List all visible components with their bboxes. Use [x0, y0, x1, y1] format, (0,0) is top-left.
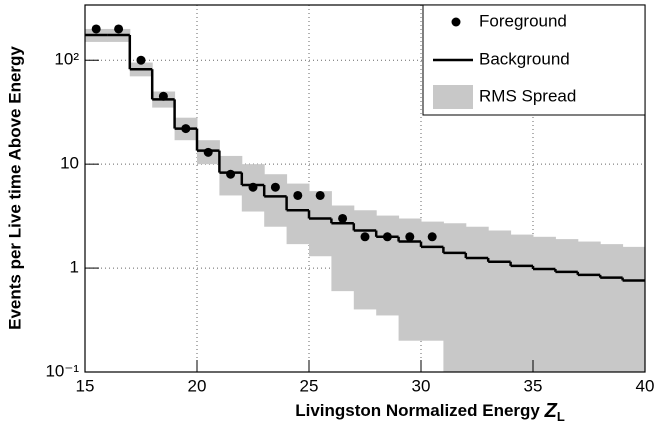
foreground-point [158, 91, 168, 101]
legend-label: Foreground [479, 11, 567, 30]
rms-band [286, 183, 310, 245]
x-tick-label: 40 [636, 376, 655, 395]
rms-band [600, 244, 624, 372]
foreground-point [315, 190, 325, 200]
rms-band [622, 246, 645, 372]
foreground-point [382, 232, 392, 242]
x-tick-label: 20 [188, 376, 207, 395]
foreground-point [405, 232, 415, 242]
foreground-point [203, 147, 213, 157]
x-tick-label: 30 [412, 376, 431, 395]
x-axis-label: Livingston Normalized Energy ZL [295, 400, 565, 424]
legend-label: Background [479, 49, 570, 68]
rms-band [555, 239, 579, 372]
rms-band [398, 218, 422, 341]
foreground-point [91, 24, 101, 34]
rms-band [264, 174, 288, 227]
rms-band [353, 210, 377, 310]
rms-band [465, 226, 489, 372]
foreground-point [136, 55, 146, 65]
rms-band [376, 215, 400, 316]
rms-band [309, 191, 332, 257]
foreground-point [226, 169, 236, 179]
rms-band [443, 223, 467, 372]
foreground-point [293, 190, 303, 200]
x-tick-label: 25 [300, 376, 319, 395]
x-tick-label: 15 [76, 376, 95, 395]
foreground-point [248, 182, 258, 192]
rms-band [331, 205, 355, 292]
y-tick-label: 10 [60, 154, 79, 173]
rms-band [488, 230, 512, 372]
foreground-point [270, 182, 280, 192]
rms-band [577, 241, 601, 372]
x-tick-label: 35 [524, 376, 543, 395]
y-tick-label: 10² [54, 50, 79, 69]
y-tick-label: 10⁻¹ [45, 361, 79, 380]
y-axis-label: Events per Live time Above Energy [5, 46, 24, 330]
foreground-point [114, 24, 124, 34]
y-tick-label: 1 [70, 258, 79, 277]
rms-band [510, 234, 534, 372]
rms-band [533, 236, 556, 372]
legend-marker [433, 85, 473, 109]
rms-band [421, 221, 444, 341]
legend-label: RMS Spread [479, 86, 576, 105]
plot-frame [84, 4, 646, 373]
foreground-point [338, 213, 348, 223]
foreground-point [181, 124, 191, 134]
foreground-point [360, 232, 370, 242]
legend-marker [451, 17, 461, 27]
foreground-point [427, 232, 437, 242]
